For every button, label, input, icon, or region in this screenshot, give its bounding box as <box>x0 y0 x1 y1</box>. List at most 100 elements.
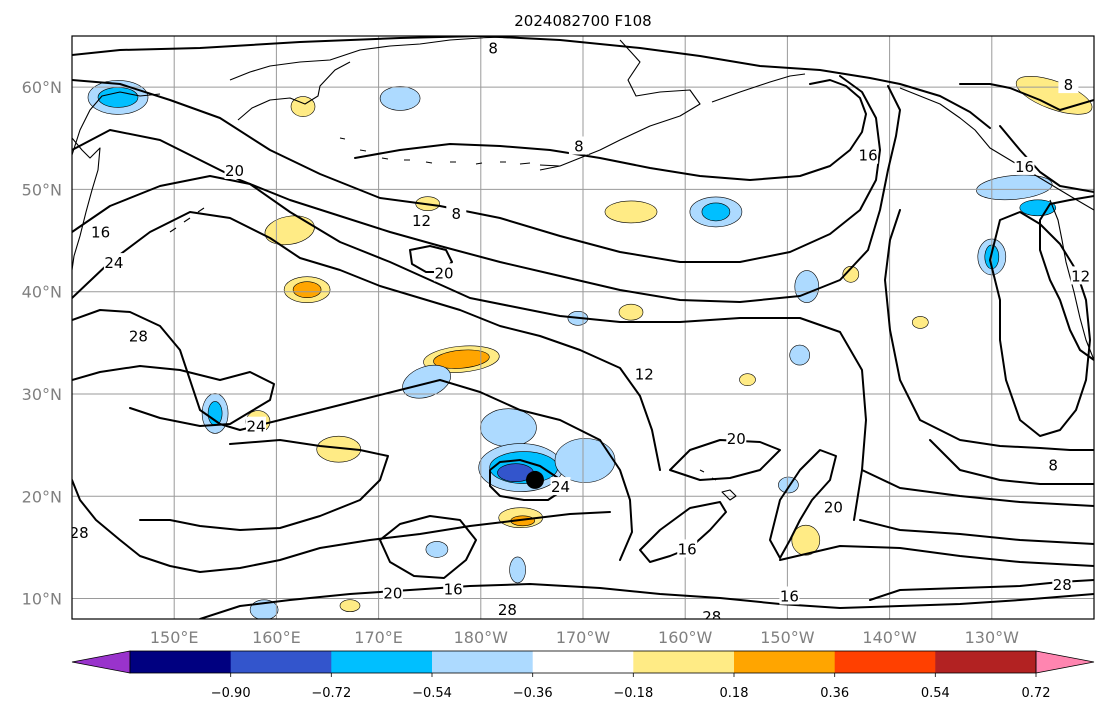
anomaly-shade-9 <box>207 401 223 426</box>
contour-label: 24 <box>246 418 265 436</box>
contour-label-bg <box>246 416 266 435</box>
contour-label-bg <box>72 523 90 542</box>
colorbar-tick-label: −0.36 <box>513 686 553 701</box>
lat-tick-label: 10°N <box>22 590 62 609</box>
anomaly-shade-36 <box>842 265 860 283</box>
contour-16-se <box>861 469 1094 507</box>
contour-label: 20 <box>824 499 843 517</box>
anomaly-shade-33 <box>379 86 421 111</box>
contour-label: 16 <box>1015 158 1034 176</box>
colorbar-extend-low <box>71 650 131 674</box>
contour-16-hawaii <box>639 501 727 563</box>
contour-layer <box>72 36 1094 619</box>
coastlines <box>72 36 1094 501</box>
contour-label-bg <box>1014 156 1035 175</box>
contour-label-bg <box>483 38 504 57</box>
contour-label: 24 <box>299 623 318 641</box>
coastline-gulf-of-alaska <box>899 87 1094 211</box>
contour-label-bg <box>1070 266 1091 285</box>
lat-tick-label: 60°N <box>22 78 62 97</box>
coastline-kurils <box>169 207 205 233</box>
coastline-aleutians <box>339 137 561 167</box>
anomaly-shade-37 <box>911 316 929 329</box>
contour-label-bg <box>1058 75 1079 94</box>
coastline-chukotka <box>229 36 521 81</box>
lon-tick-label: 150°W <box>760 628 815 647</box>
contour-label: 28 <box>70 524 89 542</box>
contour-8-se <box>989 211 1091 437</box>
contour-label-bg <box>779 586 800 605</box>
contour-16-south <box>379 515 477 579</box>
lon-tick-label: 160°E <box>252 628 301 647</box>
contour-label: 20 <box>434 264 453 282</box>
contour-label: 16 <box>859 147 878 165</box>
contour-label: 24 <box>104 254 123 272</box>
lon-tick-label: 130°W <box>965 628 1020 647</box>
anomaly-shade-26 <box>701 202 731 222</box>
shaded-anomaly-layer <box>87 76 1093 619</box>
lon-tick-label: 160°W <box>658 628 713 647</box>
lon-tick-label: 170°W <box>556 628 611 647</box>
lon-tick-label: 150°E <box>150 628 199 647</box>
contour-label: 20 <box>225 162 244 180</box>
contour-label: 16 <box>444 580 463 598</box>
contour-label: 28 <box>1082 622 1101 640</box>
contour-label-bg <box>446 204 467 222</box>
anomaly-shade-40 <box>739 373 756 387</box>
contour-28-west <box>72 479 611 573</box>
contour-label: 28 <box>1053 576 1072 594</box>
lon-tick-label: 180°W <box>454 628 509 647</box>
contour-12-se <box>929 439 1094 485</box>
contour-label: 16 <box>780 588 799 606</box>
contour-label: 28 <box>129 328 148 346</box>
contour-20-loop <box>669 439 781 481</box>
map-frame <box>71 35 1095 620</box>
anomaly-shade-20 <box>509 556 526 584</box>
colorbar-bin <box>834 651 936 673</box>
storm-center-marker <box>526 470 544 489</box>
lat-tick-label: 40°N <box>22 283 62 302</box>
contour-8-north <box>72 36 991 129</box>
colorbar-bin <box>532 651 634 673</box>
contour-label-bg <box>382 583 403 602</box>
colorbar-tick-label: −0.18 <box>613 686 653 701</box>
contour-label: 20 <box>727 430 746 448</box>
coastline-alaska-west <box>539 39 701 171</box>
contour-24-se <box>779 545 1094 567</box>
contour-label-bg <box>858 145 879 164</box>
contour-label-bg <box>634 364 655 383</box>
lat-tick-label: 20°N <box>22 487 62 506</box>
anomaly-shade-6 <box>433 349 490 369</box>
colorbar-tick-label: 0.72 <box>1022 686 1051 701</box>
anomaly-shade-23 <box>791 524 821 556</box>
contour-8-ne <box>959 83 1094 111</box>
contour-label-bg <box>550 477 571 496</box>
contour-label: 28 <box>498 601 517 619</box>
colorbar-bin <box>734 651 836 673</box>
coastline-anadyr <box>237 61 351 121</box>
anomaly-shade-1 <box>97 87 139 108</box>
anomaly-shade-28 <box>976 174 1053 201</box>
contour-label-bg <box>103 253 124 272</box>
anomaly-shade-38 <box>794 270 820 303</box>
contour-8-bering <box>354 79 867 181</box>
coastline-alaska-peninsula <box>711 73 806 103</box>
colorbar-bin <box>432 651 534 673</box>
contour-label: 8 <box>1064 76 1074 94</box>
anomaly-shade-22 <box>339 599 361 613</box>
colorbar-bin <box>230 651 332 673</box>
contour-label: 28 <box>702 608 721 626</box>
contour-20-se <box>859 519 1094 545</box>
contour-8-east <box>884 209 1094 451</box>
coastline-bc <box>1049 199 1094 361</box>
lat-tick-label: 30°N <box>22 385 62 404</box>
contour-label-bg <box>443 579 464 598</box>
contour-label-bg <box>411 211 432 230</box>
contour-label-layer: 8 8 8 8 12 16 16 16 12 20 20 24 28 12 24 20 24 20 8 16 20 16 1… <box>70 38 1101 641</box>
contour-label-bg <box>726 429 747 447</box>
colorbar-extend-high <box>1035 650 1095 674</box>
contour-24-loop <box>139 439 389 531</box>
contour-label: 16 <box>91 223 110 241</box>
lon-tick-label: 140°W <box>862 628 917 647</box>
contour-label: 24 <box>551 478 570 496</box>
